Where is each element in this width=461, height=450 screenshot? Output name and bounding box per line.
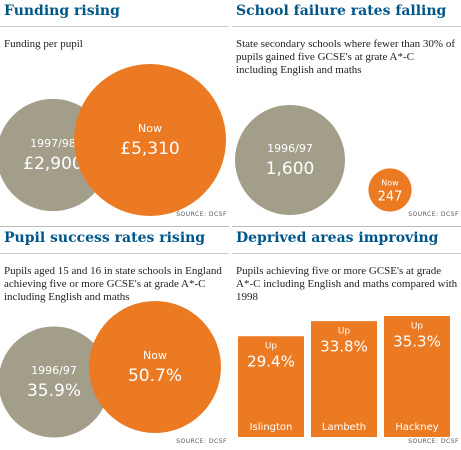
panel-graphic: 1996/97 35.9% Now 50.7% [0, 301, 221, 438]
title-rule [0, 253, 229, 254]
bar [238, 336, 304, 437]
bubble-value: 50.7% [128, 366, 182, 386]
bubble-label: Now [381, 179, 399, 188]
bar-prefix: Up [411, 322, 424, 332]
panel-title: Funding rising [4, 3, 120, 19]
bubble-value: 1,600 [266, 159, 315, 179]
bubble-value: £5,310 [120, 139, 179, 159]
panel-title: Deprived areas improving [236, 230, 439, 246]
bubble [74, 64, 226, 216]
panel-subtitle: Pupils aged 15 and 16 in state schools i… [4, 265, 222, 303]
title-rule [232, 26, 461, 27]
bubble-label: 1996/97 [31, 364, 77, 377]
panel: 1996/97 1,600 Now 247 School failure rates f… [232, 0, 461, 222]
bar [311, 321, 377, 437]
bar-value: 35.3% [393, 333, 441, 351]
bubble [89, 301, 221, 433]
bubble-value: 35.9% [27, 381, 81, 401]
panel-graphic: Up29.4%IslingtonUp33.8%LambethUp35.3%Hac… [238, 316, 450, 437]
bubble-label: 1996/97 [267, 142, 313, 155]
bar-prefix: Up [265, 342, 278, 352]
bar-prefix: Up [338, 327, 351, 337]
bubble [235, 105, 345, 215]
panel-subtitle: Funding per pupil [4, 38, 83, 50]
bar-category: Lambeth [322, 422, 366, 433]
panel: Up 29.4% Islington Up 33.8% Lambeth Up 35.3% Hac… [232, 226, 461, 449]
panel-title: School failure rates falling [236, 3, 447, 19]
bubble-label: 1997/98 [30, 137, 76, 150]
bar-category: Islington [250, 422, 293, 433]
source: SOURCE: DCSF [176, 438, 227, 445]
title-rule [232, 253, 461, 254]
panel-subtitle: Pupils achieving five or more GCSE's at … [236, 265, 458, 303]
panel-graphic: 1996/97 1,600 Now 247 [235, 105, 412, 215]
bar-value: 29.4% [247, 353, 295, 371]
panel: 1996/97 35.9% Now 50.7% Pupil success rates … [0, 226, 229, 449]
bar-value: 33.8% [320, 338, 368, 356]
bubble-value: 247 [378, 190, 403, 205]
bar-category: Hackney [395, 422, 438, 433]
panel: 1997/98 £2,900 Now £5,310 Funding rising Fund… [0, 0, 229, 222]
source: SOURCE: DCSF [408, 211, 459, 218]
panel-graphic: 1997/98 £2,900 Now £5,310 [0, 64, 226, 216]
panel-title: Pupil success rates rising [4, 230, 206, 246]
source: SOURCE: DCSF [408, 438, 459, 445]
panel-subtitle: State secondary schools where fewer than… [236, 38, 456, 76]
source: SOURCE: DCSF [176, 211, 227, 218]
bubble [0, 326, 110, 438]
bubble-label: Now [143, 349, 167, 362]
bar [384, 316, 450, 437]
bubble-label: Now [138, 122, 162, 135]
bubble [368, 168, 412, 212]
title-rule [0, 26, 229, 27]
bubble-value: £2,900 [23, 154, 82, 174]
